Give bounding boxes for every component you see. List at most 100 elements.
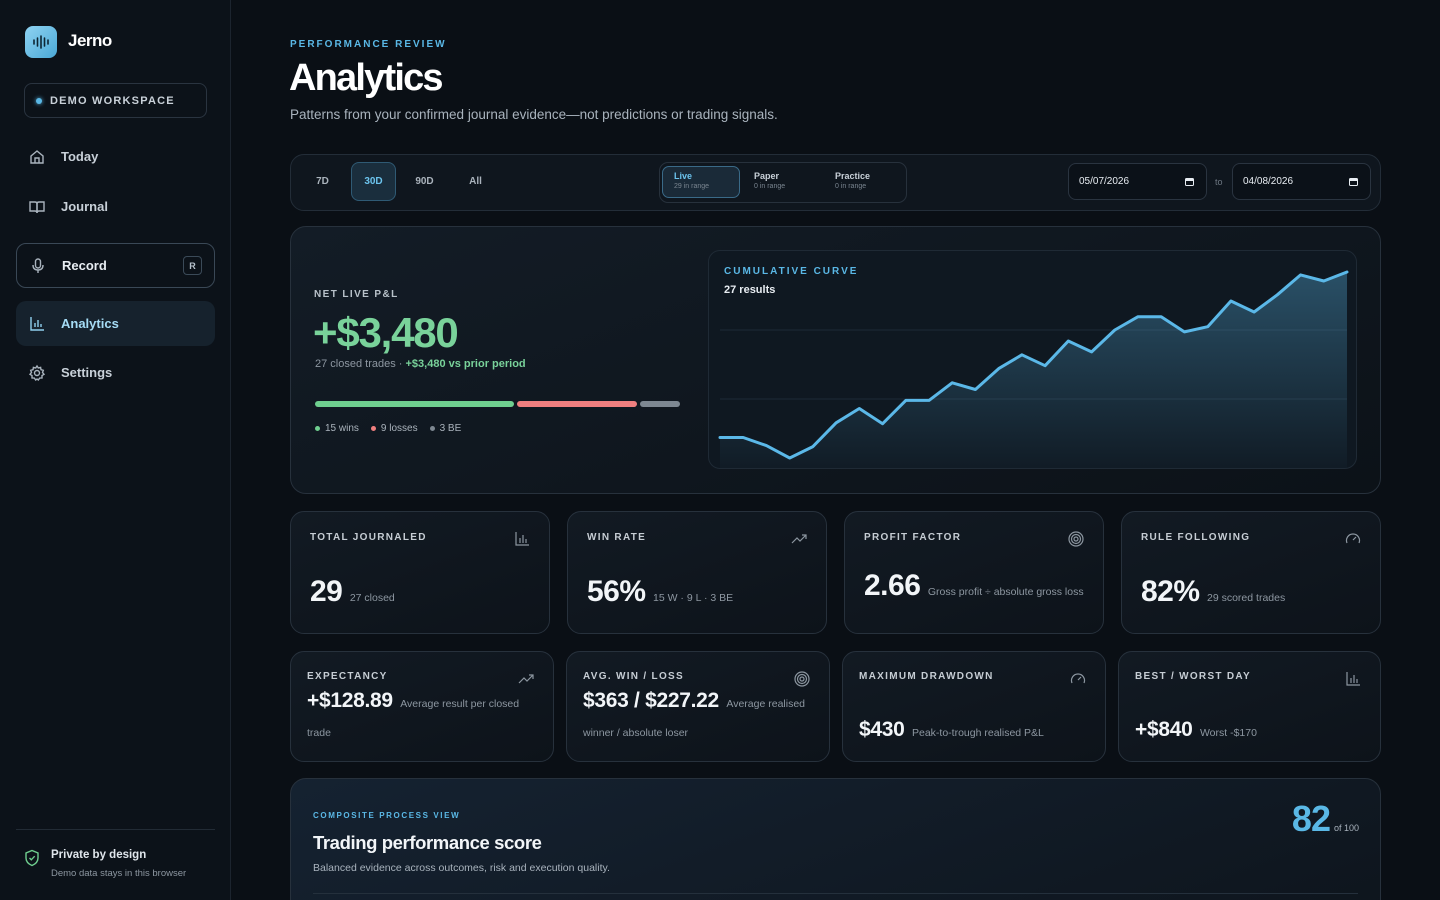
metric-note: Worst -$170 <box>1199 727 1257 739</box>
workspace-label: DEMO WORKSPACE <box>50 94 175 107</box>
score-scale: of 100 <box>1333 823 1359 833</box>
date-value: 05/07/2026 <box>1079 176 1130 187</box>
calendar-icon <box>1185 178 1194 186</box>
nav-item[interactable]: Analytics <box>16 301 215 346</box>
divider <box>16 829 215 830</box>
metric-card: BEST / WORST DAY +$840 Worst -$170 <box>1118 651 1381 762</box>
footer-title: Private by design <box>51 849 147 861</box>
nav-label: Today <box>61 149 99 164</box>
nav-item[interactable]: Record R <box>16 243 215 288</box>
hero-label: NET LIVE P&L <box>314 289 399 300</box>
nav-item[interactable]: Journal <box>16 184 215 229</box>
metric-note: 15 W · 9 L · 3 BE <box>653 592 734 604</box>
nav-label: Journal <box>61 199 108 214</box>
account-option[interactable]: Paper 0 in range <box>742 166 820 198</box>
metric-note: 27 closed <box>349 592 395 604</box>
account-note: 0 in range <box>754 183 786 190</box>
metric-card: MAXIMUM DRAWDOWN $430 Peak-to-trough rea… <box>842 651 1106 762</box>
legend-label: 3 BE <box>439 423 462 434</box>
metric-card: TOTAL JOURNALED 29 27 closed <box>290 511 550 634</box>
metric-value: $363 / $227.22 <box>583 689 719 712</box>
range-button[interactable]: 30D <box>351 162 396 201</box>
shield-icon <box>25 849 39 867</box>
status-dot <box>36 97 42 104</box>
outcome-legend: 15 wins 9 losses 3 BE <box>315 418 473 436</box>
legend-dot <box>429 426 435 431</box>
line <box>718 270 1349 460</box>
account-note: 0 in range <box>835 183 867 190</box>
legend-item: 15 wins <box>315 423 359 434</box>
chart-title: CUMULATIVE CURVE <box>724 266 859 277</box>
hero-note: 27 closed trades · <box>315 358 403 370</box>
metric-value: +$128.89 <box>307 689 393 712</box>
metric-card: PROFIT FACTOR 2.66 Gross profit ÷ absolu… <box>844 511 1104 634</box>
metric-value: $430 <box>859 718 905 741</box>
score-card: COMPOSITE PROCESS VIEW Trading performan… <box>290 778 1381 900</box>
metric-label: AVG. WIN / LOSS <box>583 671 684 682</box>
hero-value: +$3,480 <box>313 309 459 356</box>
range-button[interactable]: 7D <box>316 176 329 187</box>
metric-note: Average realised winner / absolute loser <box>583 698 805 739</box>
metric-card: RULE FOLLOWING 82% 29 scored trades <box>1121 511 1381 634</box>
score-eyebrow: COMPOSITE PROCESS VIEW <box>313 811 461 820</box>
range-button[interactable]: 90D <box>415 176 434 187</box>
score-readout: 82 of 100 <box>1292 798 1359 840</box>
metric-label: RULE FOLLOWING <box>1141 532 1251 543</box>
score-title: Trading performance score <box>313 832 542 853</box>
date-value: 04/08/2026 <box>1243 176 1294 187</box>
metric-value: 56% <box>587 575 646 608</box>
range-button[interactable]: All <box>469 176 482 187</box>
account-option[interactable]: Live 29 in range <box>662 166 740 198</box>
metric-value: +$840 <box>1135 718 1193 741</box>
metric-value: 2.66 <box>864 568 921 602</box>
metric-note: Peak-to-trough realised P&L <box>911 727 1044 739</box>
hero-note-row: 27 closed trades · +$3,480 vs prior peri… <box>315 358 526 370</box>
page-title: Analytics <box>289 57 444 99</box>
nav-label: Record <box>62 258 107 273</box>
eyebrow: PERFORMANCE REVIEW <box>290 39 447 50</box>
account-note: 29 in range <box>674 183 710 190</box>
page-subtitle: Patterns from your confirmed journal evi… <box>290 107 778 122</box>
shortcut-key: R <box>183 256 202 275</box>
account-option[interactable]: Practice 0 in range <box>823 166 901 198</box>
metric-label: EXPECTANCY <box>307 671 388 682</box>
date-input[interactable]: 05/07/2026 <box>1068 163 1207 200</box>
metric-value: 29 <box>310 575 343 608</box>
metric-note: 29 scored trades <box>1207 592 1286 604</box>
account-name: Practice <box>835 171 871 181</box>
calendar-icon <box>1349 178 1358 186</box>
metric-icon <box>1070 673 1086 684</box>
outcome-segment <box>640 401 680 407</box>
divider <box>313 893 1358 894</box>
date-input[interactable]: 04/08/2026 <box>1232 163 1371 200</box>
sidebar: Jerno DEMO WORKSPACE Today Journal Recor… <box>0 0 231 900</box>
chart-subtitle: 27 results <box>724 284 776 296</box>
workspace-switcher[interactable]: DEMO WORKSPACE <box>24 83 207 118</box>
score-subtitle: Balanced evidence across outcomes, risk … <box>313 862 610 874</box>
legend-dot <box>370 426 376 431</box>
logo[interactable] <box>25 26 57 58</box>
legend-dot <box>315 426 320 431</box>
metric-note: Gross profit ÷ absolute gross loss <box>927 585 1084 598</box>
metric-icon <box>518 674 534 684</box>
metric-card: EXPECTANCY +$128.89 Average result per c… <box>290 651 554 762</box>
legend-item: 9 losses <box>370 423 418 434</box>
outcome-segment <box>517 401 638 407</box>
nav-item[interactable]: Today <box>16 134 215 179</box>
legend-item: 3 BE <box>429 423 462 434</box>
metric-note: Average result per closed trade <box>307 698 520 739</box>
metric-card: WIN RATE 56% 15 W · 9 L · 3 BE <box>567 511 827 634</box>
metric-icon <box>1346 672 1360 686</box>
metric-label: MAXIMUM DRAWDOWN <box>859 671 994 682</box>
brand: Jerno <box>68 31 112 50</box>
hero-comparison: +$3,480 vs prior period <box>405 358 526 370</box>
account-switch <box>659 162 907 203</box>
chart <box>718 270 1349 468</box>
score-value: 82 <box>1291 798 1331 839</box>
metric-card: AVG. WIN / LOSS $363 / $227.22 Average r… <box>566 651 830 762</box>
date-separator: to <box>1215 177 1223 187</box>
metric-label: WIN RATE <box>587 532 647 543</box>
nav-item[interactable]: Settings <box>16 350 215 395</box>
metric-label: TOTAL JOURNALED <box>310 532 427 543</box>
